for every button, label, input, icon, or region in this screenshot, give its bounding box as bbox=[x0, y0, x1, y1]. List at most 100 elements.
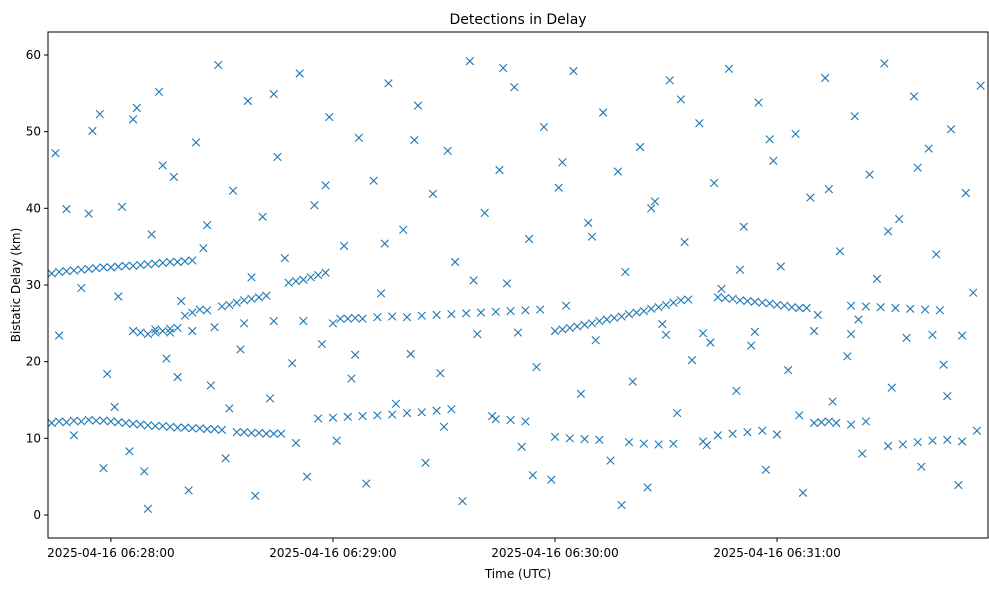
data-point bbox=[402, 408, 412, 418]
data-point bbox=[672, 408, 682, 418]
data-point bbox=[284, 278, 293, 287]
data-point bbox=[795, 411, 804, 420]
data-point bbox=[713, 431, 723, 440]
data-point bbox=[47, 269, 56, 278]
data-point bbox=[602, 315, 612, 324]
data-point bbox=[447, 405, 456, 414]
data-point bbox=[121, 261, 130, 271]
data-point bbox=[306, 273, 315, 282]
data-point bbox=[391, 399, 401, 409]
data-point bbox=[162, 354, 171, 363]
data-point bbox=[846, 329, 856, 339]
data-point bbox=[772, 300, 782, 310]
data-point bbox=[972, 426, 982, 435]
data-point bbox=[865, 170, 874, 179]
data-point bbox=[188, 326, 197, 336]
data-point bbox=[269, 89, 278, 99]
data-point bbox=[761, 465, 771, 474]
y-tick-label: 40 bbox=[26, 201, 41, 215]
data-point bbox=[687, 355, 697, 365]
data-point bbox=[376, 289, 386, 298]
data-point bbox=[225, 404, 234, 413]
data-point bbox=[299, 316, 308, 326]
data-point bbox=[709, 178, 719, 188]
data-point bbox=[269, 429, 278, 438]
data-point bbox=[791, 129, 800, 139]
data-point bbox=[436, 368, 445, 378]
data-point bbox=[795, 303, 804, 313]
data-point bbox=[528, 470, 537, 480]
x-axis-label: Time (UTC) bbox=[484, 567, 551, 581]
data-point bbox=[399, 225, 408, 234]
data-point bbox=[883, 227, 893, 236]
data-point bbox=[458, 497, 467, 506]
data-point bbox=[939, 360, 948, 369]
data-point bbox=[798, 488, 808, 497]
data-point bbox=[276, 429, 286, 438]
x-tick-label: 2025-04-16 06:30:00 bbox=[491, 546, 618, 560]
data-point bbox=[110, 402, 119, 412]
x-tick-label: 2025-04-16 06:31:00 bbox=[713, 546, 840, 560]
data-point bbox=[84, 264, 93, 274]
data-point bbox=[421, 458, 430, 468]
data-point bbox=[317, 339, 327, 349]
data-point bbox=[247, 294, 256, 303]
data-point bbox=[606, 456, 615, 465]
data-point bbox=[569, 66, 578, 76]
data-point bbox=[136, 420, 145, 429]
data-point bbox=[817, 418, 826, 427]
data-point bbox=[517, 442, 526, 451]
data-point bbox=[561, 301, 571, 310]
data-point bbox=[114, 292, 123, 301]
data-point bbox=[780, 301, 789, 310]
data-point bbox=[954, 480, 963, 490]
data-point bbox=[832, 418, 841, 428]
data-point bbox=[173, 257, 182, 267]
data-point bbox=[843, 352, 852, 361]
data-point bbox=[658, 319, 667, 329]
data-point bbox=[809, 418, 819, 428]
data-point bbox=[225, 300, 234, 310]
data-point bbox=[576, 389, 586, 399]
data-point bbox=[506, 306, 515, 316]
data-point bbox=[328, 413, 338, 422]
data-point bbox=[151, 259, 160, 268]
data-point bbox=[861, 417, 871, 426]
data-point bbox=[195, 305, 204, 314]
data-point bbox=[417, 311, 426, 320]
data-point bbox=[447, 309, 456, 319]
data-point bbox=[743, 428, 752, 437]
data-point bbox=[417, 408, 426, 417]
data-point bbox=[913, 437, 922, 447]
data-point bbox=[380, 239, 389, 248]
data-point bbox=[480, 208, 489, 218]
y-tick-label: 10 bbox=[26, 431, 41, 445]
data-point bbox=[961, 188, 970, 198]
data-point bbox=[539, 122, 549, 132]
data-point bbox=[835, 247, 845, 256]
data-point bbox=[432, 310, 441, 320]
data-point bbox=[824, 184, 834, 194]
data-point bbox=[783, 365, 793, 375]
data-point bbox=[313, 414, 323, 423]
data-point bbox=[84, 415, 93, 425]
data-point bbox=[735, 265, 745, 274]
data-point bbox=[587, 319, 597, 328]
data-point bbox=[143, 260, 153, 269]
data-point bbox=[128, 261, 138, 271]
data-point bbox=[891, 303, 900, 313]
data-point bbox=[721, 293, 730, 303]
data-point bbox=[199, 244, 208, 253]
data-point bbox=[69, 416, 79, 425]
data-point bbox=[247, 273, 256, 282]
data-point bbox=[173, 423, 182, 432]
data-point bbox=[428, 189, 438, 198]
data-point bbox=[595, 435, 604, 445]
data-point bbox=[247, 428, 256, 438]
data-point bbox=[321, 181, 330, 190]
data-point bbox=[62, 267, 71, 276]
data-point bbox=[84, 209, 93, 218]
data-point bbox=[202, 221, 212, 230]
data-point bbox=[628, 377, 637, 386]
data-point bbox=[114, 262, 123, 271]
